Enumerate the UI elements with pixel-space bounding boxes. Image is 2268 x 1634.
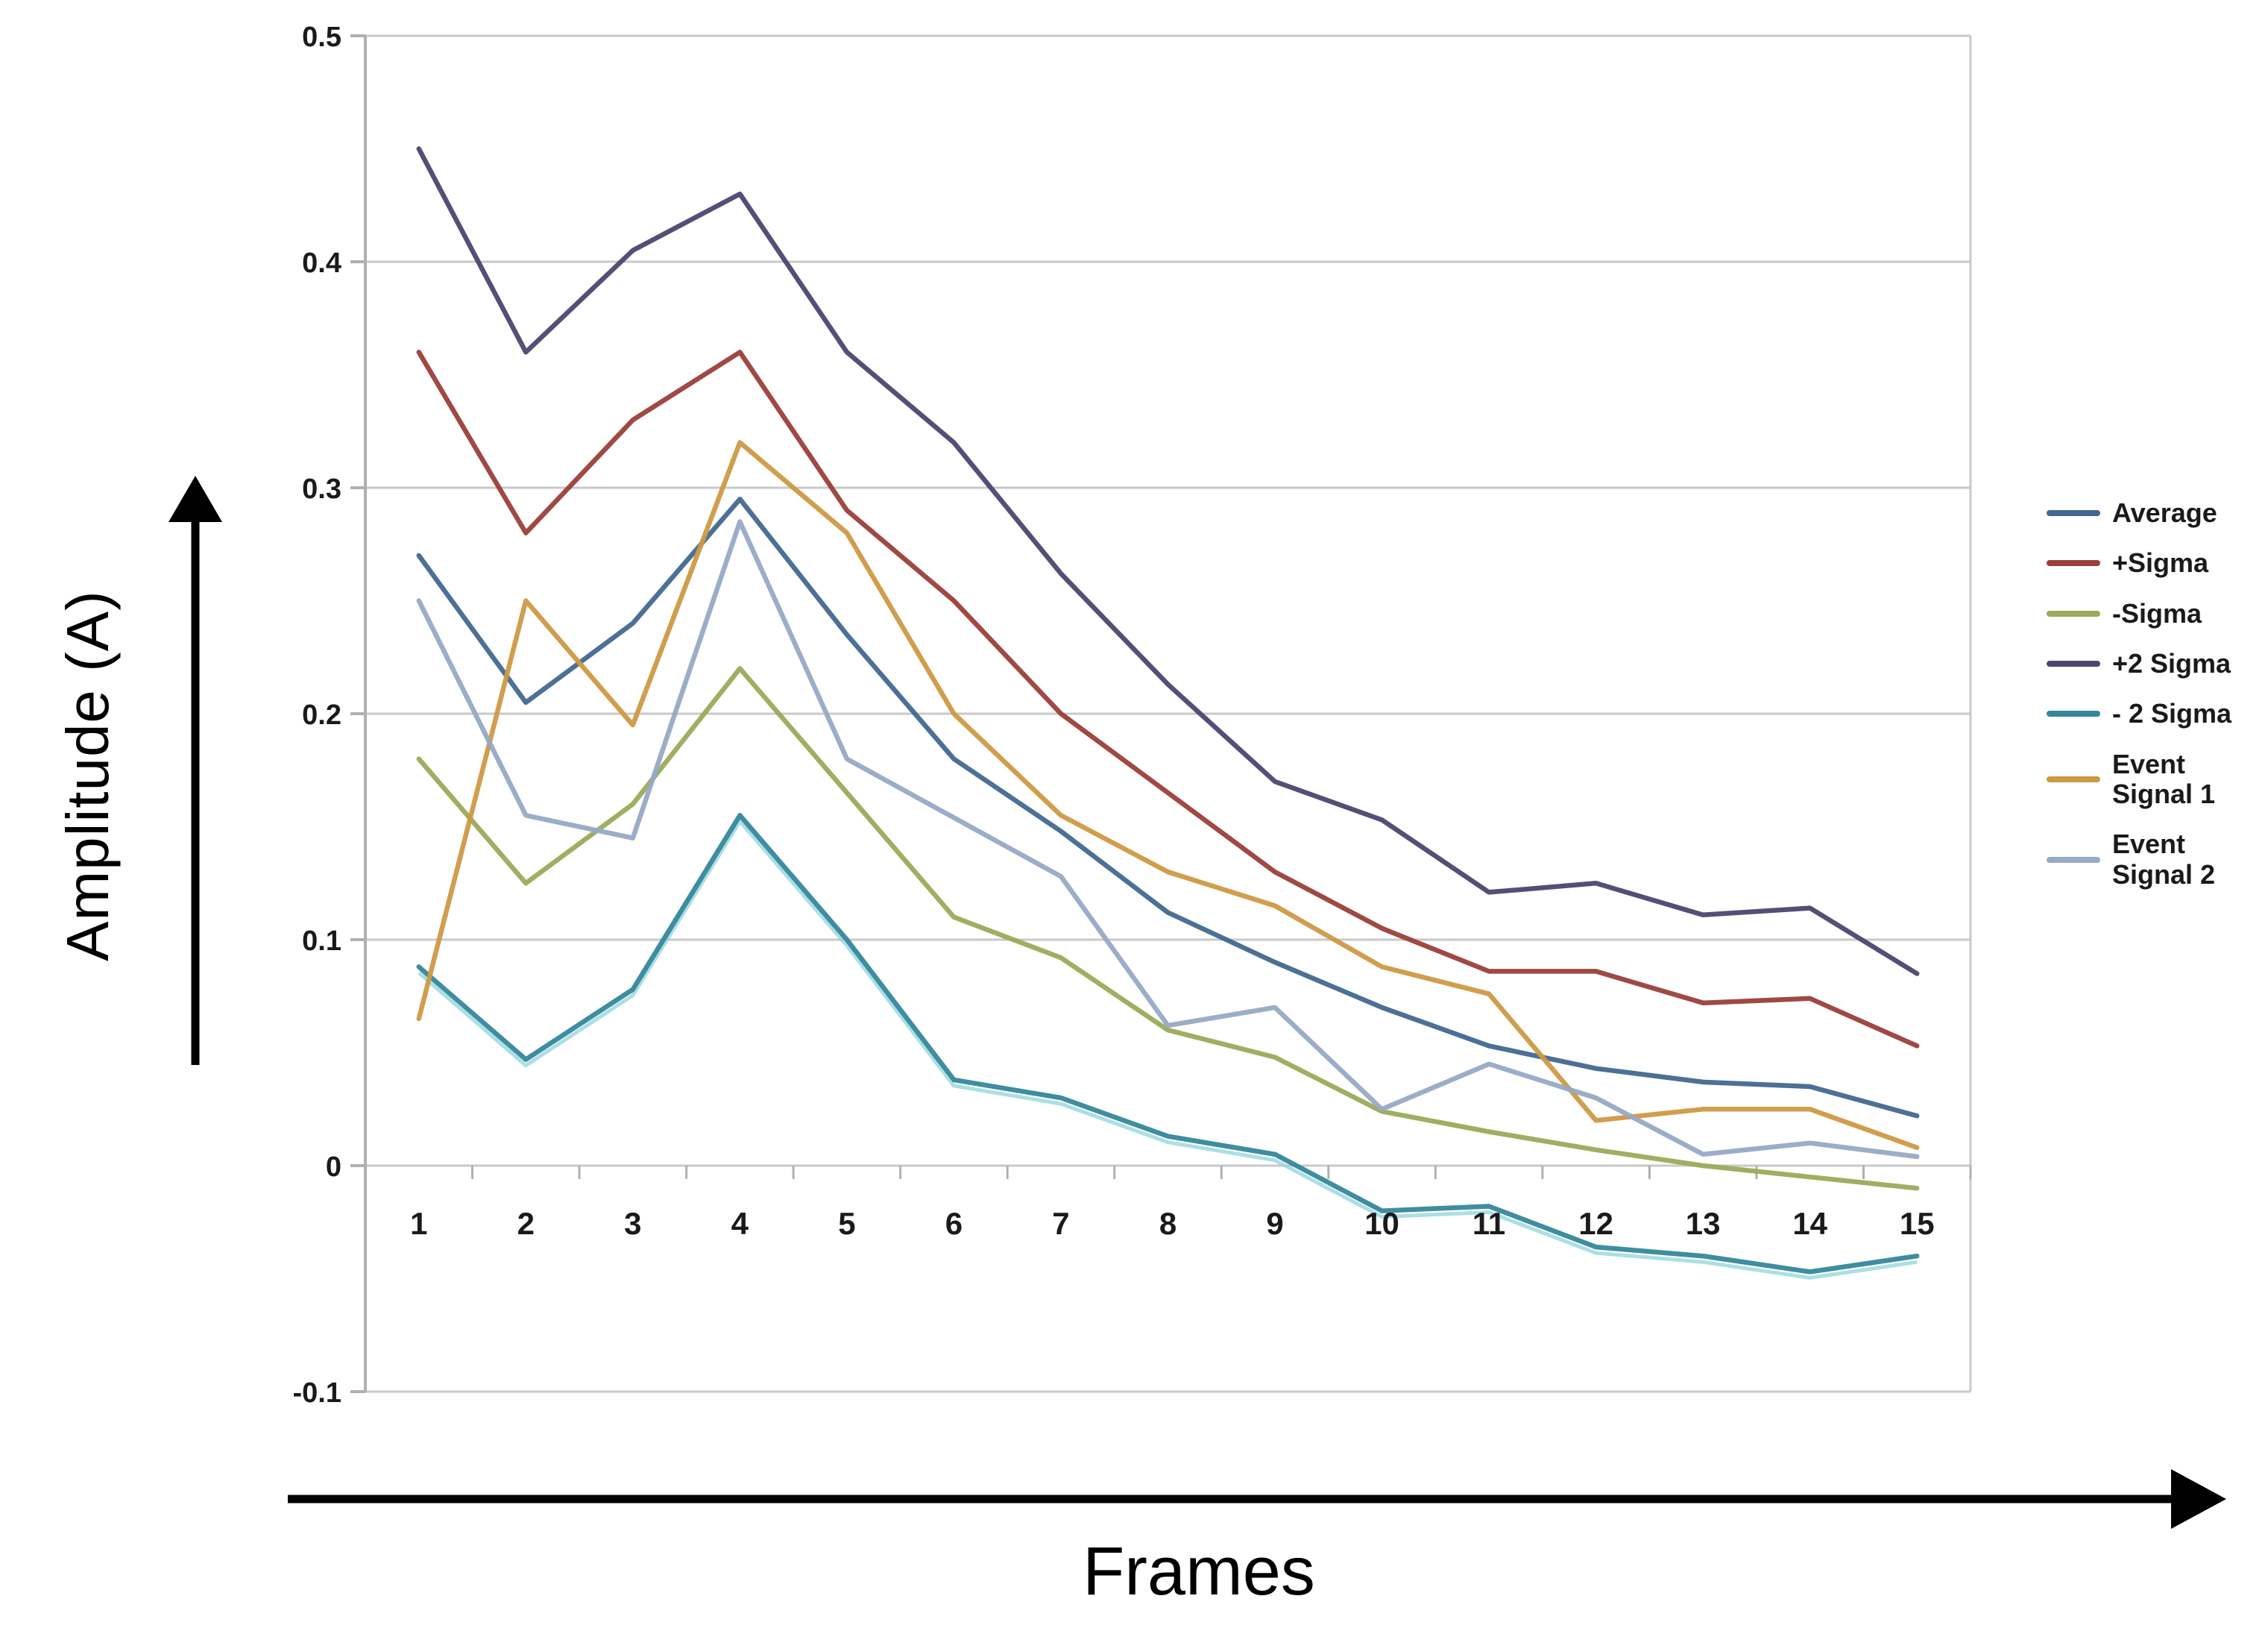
tick-layer <box>350 34 1972 1393</box>
x-tick-label-13: 13 <box>1686 1206 1721 1241</box>
grid-layer <box>364 34 1972 1393</box>
legend-swatch-1-sigma <box>2047 560 2100 567</box>
x-tick-label-9: 9 <box>1266 1206 1283 1241</box>
legend-label-6-event-signal-2: Event Signal 2 <box>2112 829 2216 890</box>
tick-label-layer: 0.50.40.30.20.10-0.11 2 3 4 5 6 7 8 9 10 11 12 13 14 1… <box>293 22 1935 1409</box>
x-tick-label-5: 5 <box>838 1206 855 1241</box>
legend-label-2-sigma: -Sigma <box>2112 597 2202 629</box>
series-line-4-2-sigma-shadow <box>418 819 1918 1280</box>
legend-label-3-2-sigma: +2 Sigma <box>2112 647 2231 679</box>
legend-swatch-3-2-sigma <box>2047 661 2100 667</box>
x-tick-label-2: 2 <box>517 1206 535 1241</box>
legend-item-3-2-sigma: +2 Sigma <box>2047 647 2267 679</box>
legend-item-1-sigma: +Sigma <box>2047 547 2267 579</box>
y-tick-label-0.3: 0.3 <box>302 474 341 505</box>
x-tick-label-10: 10 <box>1364 1206 1399 1241</box>
legend-label-4-2-sigma: - 2 Sigma <box>2112 698 2232 729</box>
x-tick-label-4: 4 <box>731 1206 749 1241</box>
x-tick-label-15: 15 <box>1900 1206 1935 1241</box>
legend-item-0-average: Average <box>2047 497 2267 528</box>
legend: Average +Sigma -Sigma +2 Sigma - 2 Sigma Even… <box>2047 497 2267 910</box>
x-tick-label-1: 1 <box>410 1206 427 1241</box>
series-line-1-sigma <box>416 349 1920 1049</box>
legend-item-4-2-sigma: - 2 Sigma <box>2047 698 2267 729</box>
x-axis-title: Frames <box>1083 1533 1315 1609</box>
y-tick-label-0.4: 0.4 <box>302 248 341 279</box>
series-line-2-sigma <box>416 666 1920 1191</box>
x-tick-label-8: 8 <box>1159 1206 1176 1241</box>
x-tick-label-7: 7 <box>1052 1206 1069 1241</box>
y-tick-label--0.1: -0.1 <box>293 1377 341 1409</box>
y-axis-arrow <box>168 476 222 1065</box>
legend-swatch-5-event-signal-1 <box>2047 776 2100 782</box>
series-layer <box>416 146 1920 1280</box>
legend-item-2-sigma: -Sigma <box>2047 597 2267 629</box>
series-line-5-event-signal-1 <box>416 440 1920 1151</box>
legend-swatch-4-2-sigma <box>2047 711 2100 717</box>
y-tick-label-0.5: 0.5 <box>302 22 341 53</box>
series-line-6-event-signal-2 <box>416 519 1920 1160</box>
x-axis-arrow <box>288 1469 2226 1529</box>
legend-item-5-event-signal-1: Event Signal 1 <box>2047 748 2267 810</box>
series-line-0-average <box>416 496 1920 1119</box>
x-tick-label-14: 14 <box>1792 1206 1827 1241</box>
legend-label-1-sigma: +Sigma <box>2112 547 2209 579</box>
legend-item-6-event-signal-2: Event Signal 2 <box>2047 829 2267 890</box>
x-tick-label-11: 11 <box>1472 1206 1505 1241</box>
legend-label-0-average: Average <box>2112 497 2217 528</box>
series-line-3-2-sigma <box>416 146 1920 976</box>
legend-swatch-0-average <box>2047 510 2100 517</box>
y-tick-label-0: 0 <box>326 1151 341 1183</box>
x-tick-label-6: 6 <box>945 1206 963 1241</box>
y-tick-label-0.2: 0.2 <box>302 700 341 731</box>
legend-label-5-event-signal-1: Event Signal 1 <box>2112 748 2216 809</box>
x-tick-label-3: 3 <box>624 1206 641 1241</box>
series-line-4-2-sigma <box>416 813 1920 1275</box>
y-tick-label-0.1: 0.1 <box>302 926 341 957</box>
legend-swatch-6-event-signal-2 <box>2047 856 2100 863</box>
legend-swatch-2-sigma <box>2047 610 2100 617</box>
x-tick-label-12: 12 <box>1578 1206 1613 1241</box>
y-axis-title: Amplitude (A) <box>54 590 121 961</box>
